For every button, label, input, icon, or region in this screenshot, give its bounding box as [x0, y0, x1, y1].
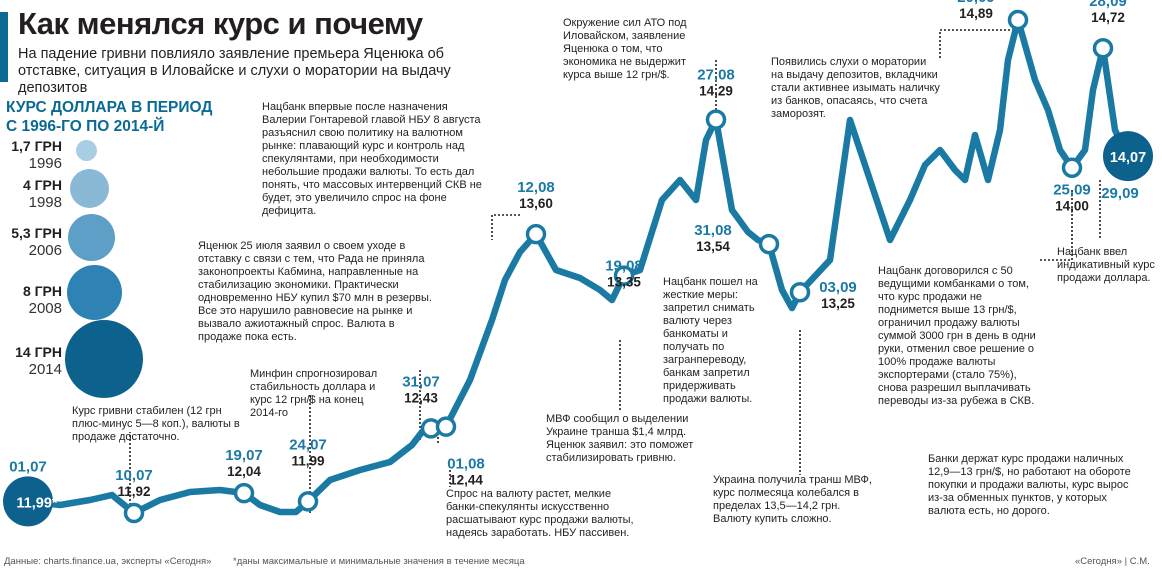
history-label-2014: 14 ГРН 2014 — [4, 343, 62, 379]
note-hard-measures: Нацбанк пошел на жесткие меры: запретил … — [663, 276, 758, 405]
history-value: 5,3 ГРН — [11, 225, 62, 241]
leader-lines — [129, 29, 1101, 513]
point-marker-25,09 — [1061, 157, 1083, 178]
point-value-label: 14,89 — [959, 6, 993, 21]
point-marker-19,07 — [233, 482, 255, 504]
footnote: *даны максимальные и минимальные значени… — [233, 556, 525, 567]
point-marker-27,08 — [705, 109, 727, 130]
point-date-label: 31,08 — [694, 222, 732, 239]
note-indicative-rate: Нацбанк ввел индикативный курс продажи д… — [1057, 246, 1155, 284]
point-date-label: 29,09 — [1101, 185, 1139, 202]
history-year: 1996 — [28, 155, 62, 172]
note-imf-tranche: МВФ сообщил о выделении Украине транша $… — [546, 413, 694, 464]
point-date-label: 12,08 — [517, 179, 555, 196]
point-marker-03,09 — [789, 281, 811, 303]
history-bubble-2014 — [65, 320, 143, 398]
point-value-label: 12,43 — [404, 390, 438, 405]
leader-line — [939, 29, 1018, 58]
point-marker-01,08 — [435, 416, 457, 437]
point-date-label: 03,09 — [819, 279, 857, 296]
point-marker-31,08 — [758, 233, 780, 255]
point-value-label: 12,44 — [449, 473, 483, 488]
history-value: 8 ГРН — [22, 283, 62, 299]
history-label-1996: 1,7 ГРН 1996 — [4, 137, 62, 173]
history-label-1998: 4 ГРН 1998 — [4, 176, 62, 212]
history-value: 4 ГРН — [22, 177, 62, 193]
point-date-label: 01,07 — [9, 458, 47, 475]
point-value-label: 14,00 — [1055, 199, 1089, 214]
note-stable-rate: Курс гривни стабилен (12 грн плюс-минус … — [72, 405, 240, 443]
note-nbu-policy: Нацбанк впервые после назначения Валерии… — [262, 101, 482, 217]
point-date-label: 10,07 — [115, 467, 153, 484]
point-value-label: 13,35 — [607, 275, 641, 290]
point-marker-01,07 — [3, 476, 53, 527]
point-date-label: 25,09 — [1053, 182, 1091, 199]
history-bubble-2006 — [68, 214, 115, 261]
point-date-label: 19,07 — [225, 447, 263, 464]
leader-line — [491, 214, 520, 240]
note-demand-grows: Спрос на валюту растет, мелкие банки-спе… — [446, 488, 634, 539]
history-year: 1998 — [28, 194, 62, 211]
point-value-label: 11,92 — [117, 484, 150, 499]
history-bubble-1998 — [70, 169, 109, 208]
point-value-label: 12,04 — [227, 464, 261, 479]
history-value: 14 ГРН — [15, 344, 62, 360]
history-label-2008: 8 ГРН 2008 — [4, 282, 62, 318]
point-marker-19,08 — [613, 265, 635, 286]
point-date-label: 27,08 — [697, 67, 735, 84]
credit: «Сегодня» | С.М. — [1075, 556, 1150, 567]
point-date-label: 20,09 — [957, 0, 995, 6]
point-marker-29,09 — [1103, 131, 1153, 182]
point-marker-12,08 — [525, 223, 547, 245]
rate-series-line — [24, 16, 1132, 517]
point-value-label: 11,99 — [291, 453, 324, 468]
note-imf-received: Украина получила транш МВФ, курс полмеся… — [713, 474, 872, 525]
rate-markers — [3, 9, 1153, 527]
history-value: 1,7 ГРН — [11, 138, 62, 154]
point-value-label: 13,60 — [519, 196, 553, 211]
point-marker-28,09 — [1092, 37, 1114, 59]
note-moratorium-rumors: Появились слухи о моратории на выдачу де… — [771, 56, 940, 120]
title-accent-bar — [0, 12, 8, 82]
note-ilovaisk: Окружение сил АТО под Иловайском, заявле… — [563, 17, 687, 81]
history-bubble-1996 — [76, 140, 97, 161]
point-date-label: 24,07 — [289, 436, 327, 453]
point-value-label: 14,72 — [1091, 10, 1125, 25]
history-label-2006: 5,3 ГРН 2006 — [4, 224, 62, 260]
point-marker-24,07 — [297, 491, 319, 512]
history-year: 2014 — [28, 361, 62, 378]
page-title: Как менялся курс и почему — [18, 6, 423, 41]
point-value-label: 14,07 — [1110, 150, 1146, 166]
history-bubble-2008 — [67, 265, 122, 320]
history-heading: КУРС ДОЛЛАРА В ПЕРИОД С 1996-ГО ПО 2014-… — [6, 99, 213, 135]
page-subtitle: На падение гривни повлияло заявление пре… — [18, 46, 451, 96]
leader-line — [1040, 190, 1073, 261]
point-value-label: 14,29 — [699, 84, 733, 99]
point-date-label: 28,09 — [1089, 0, 1127, 10]
point-marker-10,07 — [123, 502, 145, 524]
point-date-label: 19,08 — [605, 258, 643, 275]
point-value-label: 13,54 — [696, 239, 730, 254]
source-note: Данные: charts.finance.ua, эксперты «Сег… — [4, 556, 212, 567]
point-date-label: 01,08 — [447, 456, 485, 473]
point-date-label: 31,07 — [402, 373, 440, 390]
note-minfin-forecast: Минфин спрогнозировал стабильность долла… — [250, 368, 378, 419]
note-yatsenyuk-resign: Яценюк 25 июля заявил о своем уходе в от… — [198, 240, 432, 343]
history-year: 2006 — [28, 242, 62, 259]
history-year: 2008 — [28, 300, 62, 317]
note-nbu-agreement: Нацбанк договорился с 50 ведущими комбан… — [878, 265, 1036, 407]
point-marker-20,09 — [1007, 9, 1029, 31]
point-value-label: 13,25 — [821, 296, 855, 311]
point-value-label: 11,99* — [16, 495, 57, 511]
note-banks-hold: Банки держат курс продажи наличных 12,9—… — [928, 453, 1131, 517]
